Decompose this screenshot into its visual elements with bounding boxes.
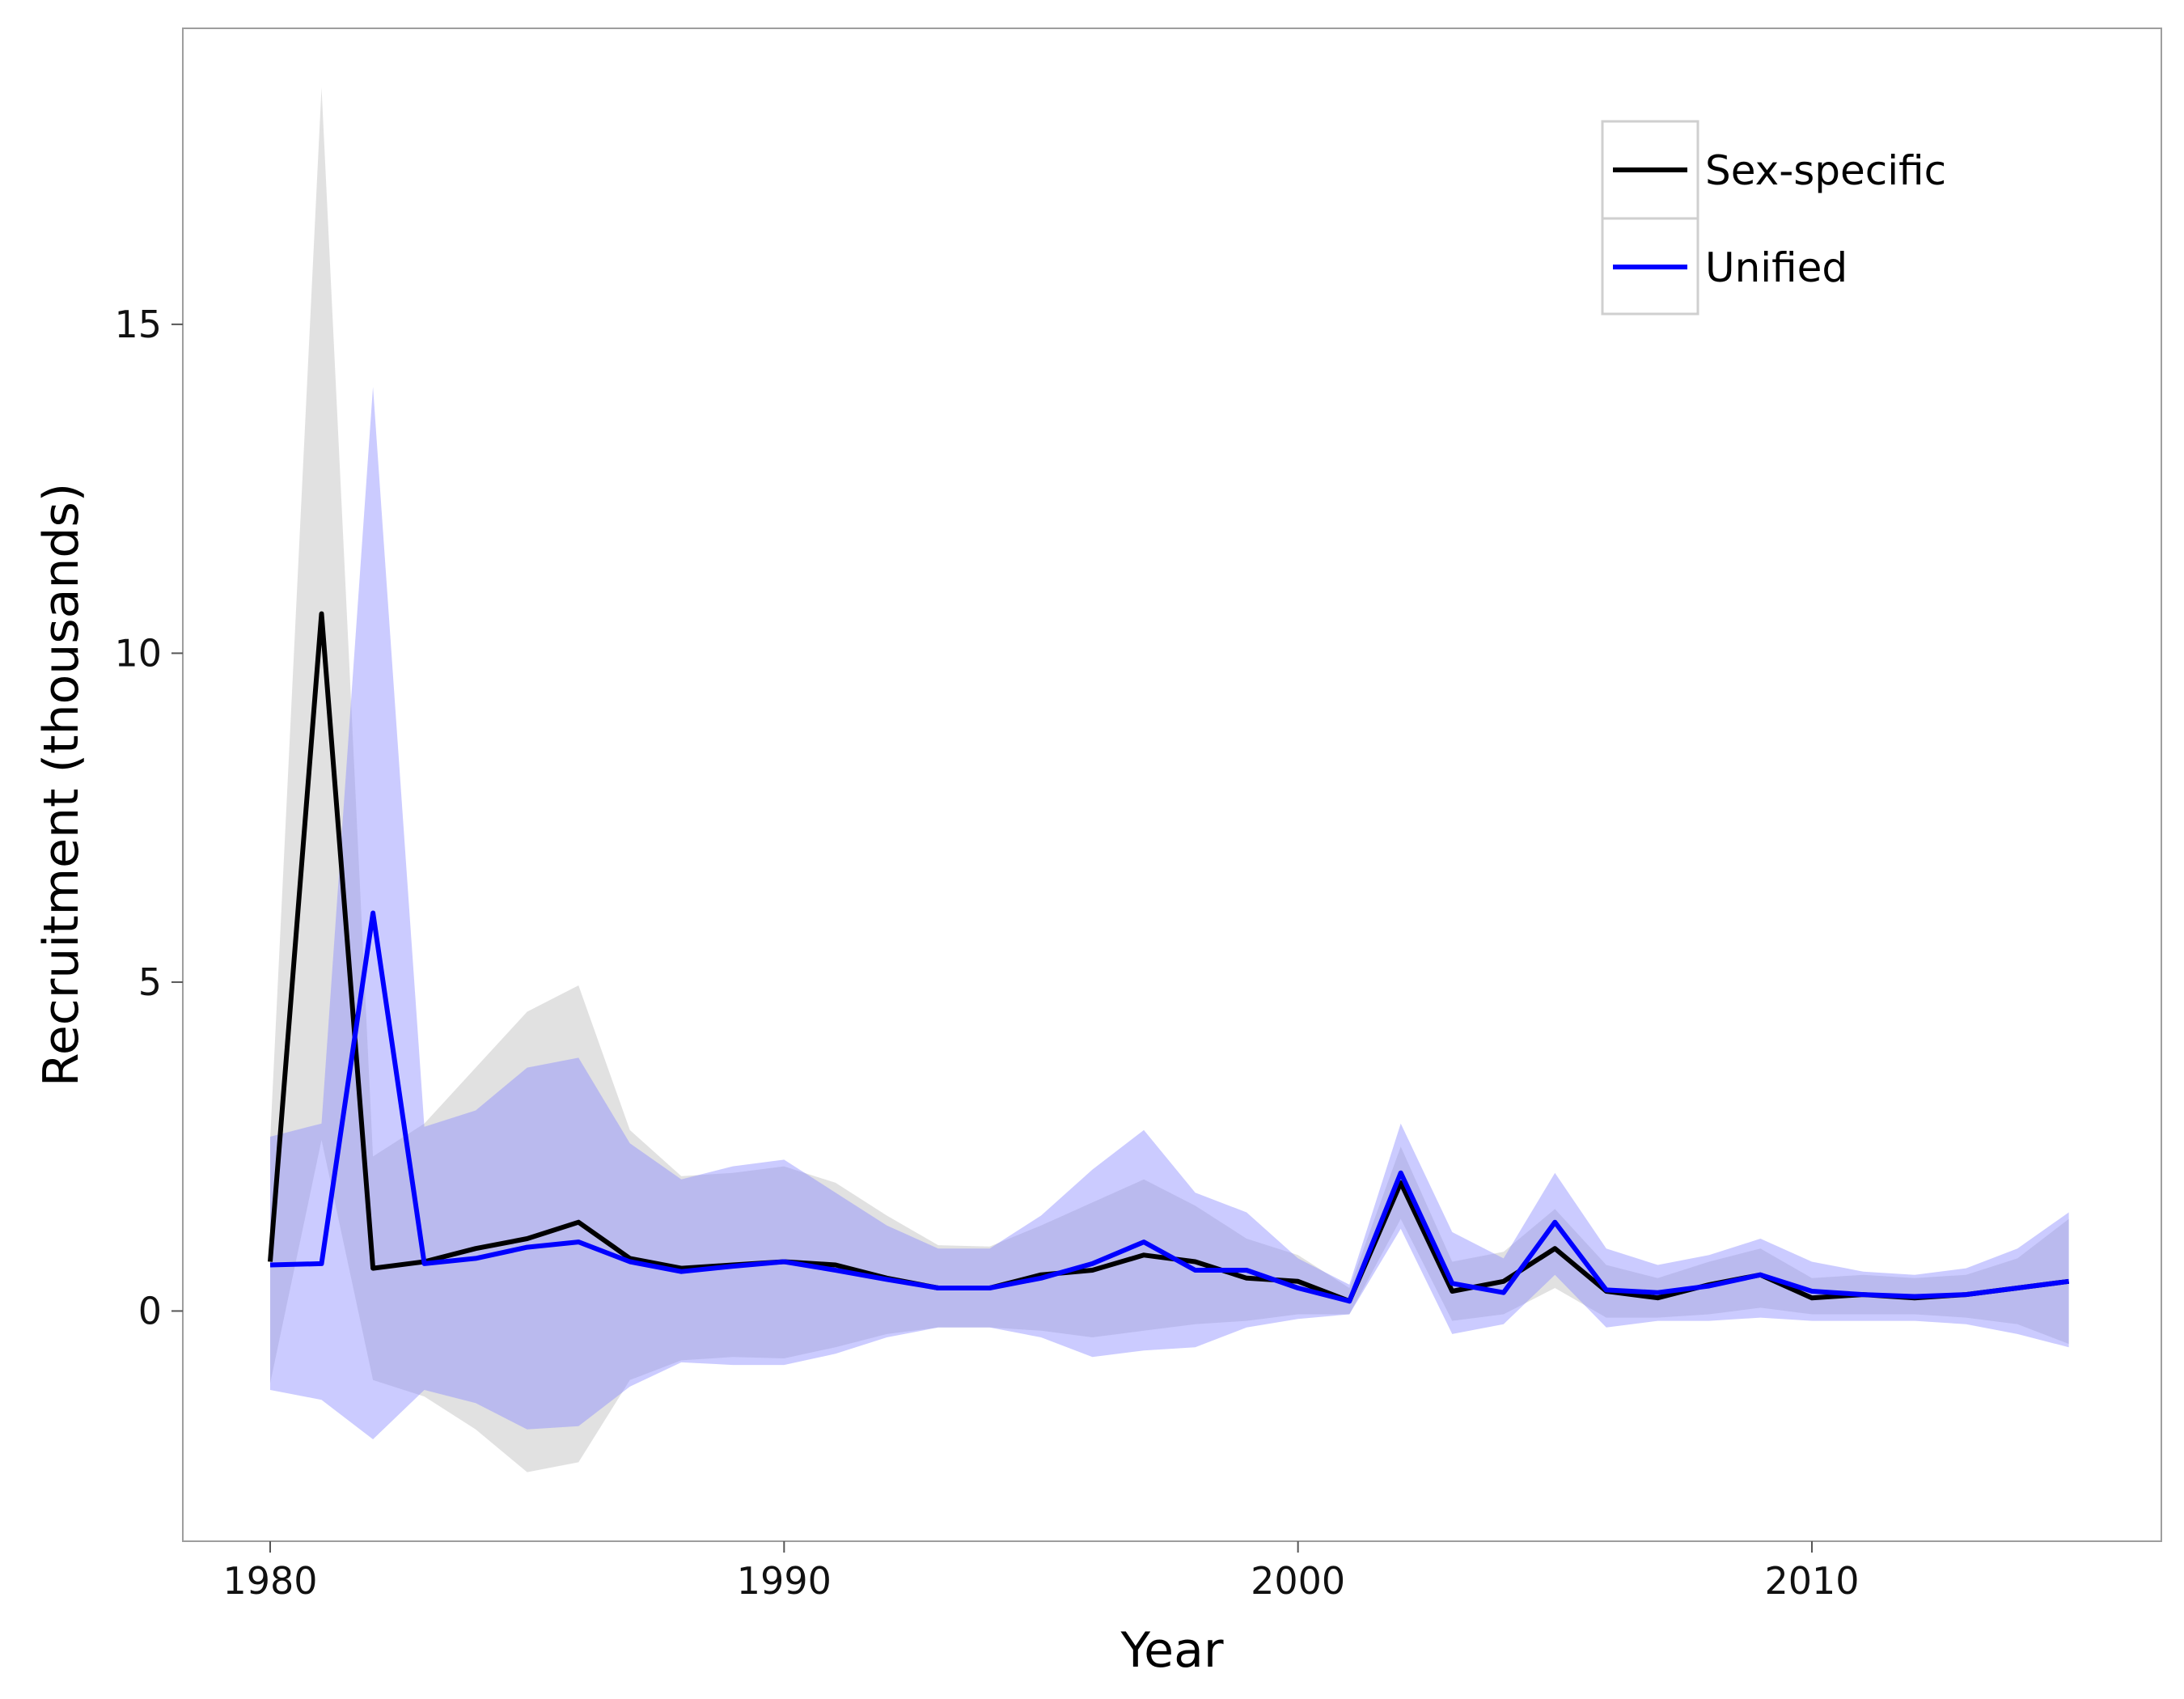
x-axis: 1980 1990 2000 2010 — [222, 1541, 1860, 1603]
legend-label-unified: Unified — [1705, 244, 1848, 291]
y-tick-label-10: 10 — [114, 631, 162, 675]
y-axis: 0 5 10 15 — [114, 303, 183, 1333]
line-unified — [269, 910, 2069, 1304]
x-tick-label-1990: 1990 — [737, 1559, 832, 1603]
y-tick-label-15: 15 — [114, 303, 162, 346]
y-tick-label-0: 0 — [138, 1289, 162, 1333]
band-unified — [270, 387, 2069, 1440]
legend-label-sex-specific: Sex-specific — [1705, 147, 1946, 194]
x-axis-title: Year — [1120, 1622, 1223, 1679]
plot-panel — [182, 28, 2162, 1542]
series-lines — [268, 611, 2069, 1304]
x-tick-label-2010: 2010 — [1764, 1559, 1859, 1603]
x-tick-label-2000: 2000 — [1251, 1559, 1345, 1603]
confidence-bands — [270, 87, 2069, 1472]
x-tick-label-1980: 1980 — [222, 1559, 317, 1603]
band-sex-specific — [270, 87, 2069, 1472]
y-tick-label-5: 5 — [138, 960, 162, 1004]
y-axis-title: Recruitment (thousands) — [33, 483, 90, 1087]
legend: Sex-specific Unified — [1601, 120, 1946, 316]
